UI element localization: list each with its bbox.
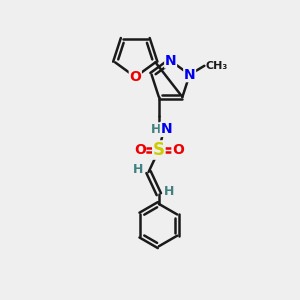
Text: S: S [153, 141, 165, 159]
Text: N: N [165, 54, 176, 68]
Text: O: O [172, 143, 184, 157]
Text: N: N [184, 68, 196, 82]
Text: O: O [129, 70, 141, 84]
Text: H: H [164, 185, 174, 198]
Text: N: N [160, 122, 172, 136]
Text: H: H [133, 163, 143, 176]
Text: O: O [134, 143, 146, 157]
Text: H: H [151, 123, 161, 136]
Text: CH₃: CH₃ [205, 61, 227, 71]
